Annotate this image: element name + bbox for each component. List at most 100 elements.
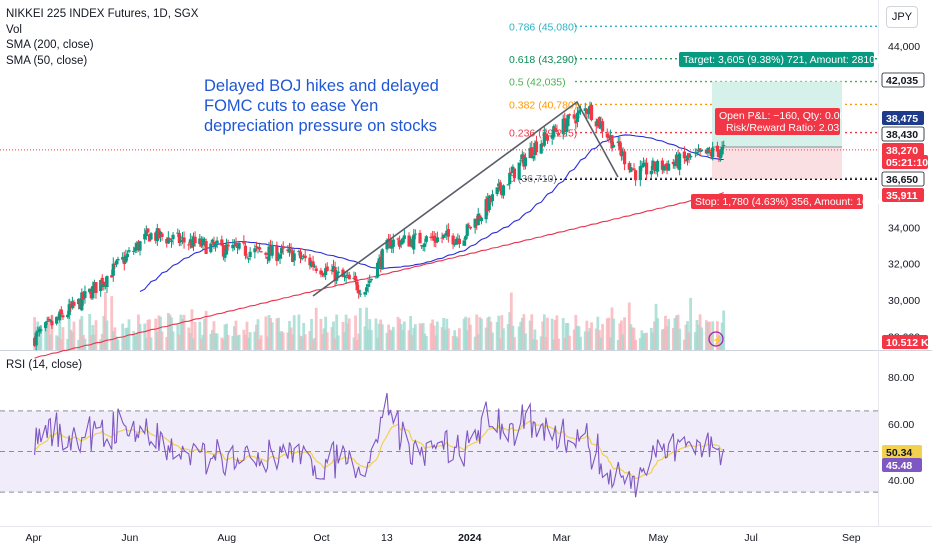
candle-body — [116, 258, 120, 261]
volume-bar — [675, 315, 678, 350]
volume-bar — [280, 331, 284, 350]
volume-bar — [37, 330, 41, 350]
volume-bar — [642, 333, 645, 350]
volume-bar — [697, 324, 700, 350]
volume-bar — [343, 332, 346, 350]
volume-bar — [413, 324, 417, 350]
volume-bar — [616, 339, 620, 350]
candle-body — [605, 133, 609, 138]
volume-bar — [486, 317, 490, 350]
volume-bar — [314, 307, 318, 350]
candle-body — [715, 145, 719, 152]
volume-bar — [170, 317, 173, 350]
volume-bar — [443, 329, 447, 350]
volume-bar — [709, 332, 713, 350]
candle-body — [248, 251, 252, 257]
volume-bar — [454, 336, 458, 350]
candle-body — [246, 258, 251, 260]
volume-bar — [259, 335, 263, 350]
pnl-box — [715, 108, 840, 135]
candle-body — [512, 168, 517, 179]
time-tick: Mar — [552, 532, 571, 544]
volume-bar — [126, 327, 129, 350]
candle-body — [564, 124, 568, 133]
candle-body — [171, 234, 175, 240]
volume-bar — [476, 334, 480, 350]
volume-legend[interactable]: Vol — [6, 23, 22, 36]
volume-bar — [478, 317, 482, 350]
volume-bar — [673, 318, 677, 350]
volume-bar — [500, 315, 504, 350]
volume-bar — [102, 315, 106, 350]
candle-body — [59, 309, 63, 315]
candle-body — [88, 288, 92, 293]
candle-body — [168, 238, 172, 241]
volume-bar — [686, 321, 689, 350]
volume-series — [33, 292, 726, 350]
volume-bar — [671, 327, 675, 350]
volume-bar — [199, 338, 203, 350]
volume-bar — [201, 334, 205, 350]
volume-bar — [88, 314, 92, 350]
candle-body — [539, 143, 543, 154]
volume-bar — [509, 292, 513, 350]
volume-bar — [533, 329, 537, 350]
candle-body — [91, 285, 95, 299]
chart-annotation[interactable]: Delayed BOJ hikes and delayed FOMC cuts … — [204, 76, 474, 136]
chart-legend: NIKKEI 225 INDEX Futures, 1D, SGX Vol SM… — [6, 7, 198, 69]
candle-body — [446, 229, 450, 237]
volume-bar — [70, 332, 74, 350]
annotation-line-3: depreciation pressure on stocks — [204, 117, 437, 135]
volume-bar — [561, 318, 565, 350]
volume-bar — [564, 323, 568, 350]
volume-bar — [292, 315, 296, 350]
alert-icon — [708, 331, 724, 347]
candle-body — [366, 284, 370, 287]
volume-bar — [242, 329, 246, 350]
volume-bar — [719, 336, 722, 350]
time-tick: Apr — [25, 532, 42, 544]
currency-button[interactable]: JPY — [886, 6, 918, 28]
volume-bar — [535, 339, 538, 350]
volume-bar — [256, 319, 260, 350]
candle-body — [478, 215, 482, 219]
candle-body — [413, 233, 417, 235]
volume-bar — [132, 331, 136, 350]
volume-bar — [104, 292, 107, 350]
candle-body — [61, 315, 65, 318]
volume-bar — [464, 316, 468, 350]
candle-body — [649, 170, 653, 175]
volume-bar — [660, 329, 664, 350]
candle-body — [402, 235, 406, 240]
trend-drawing — [312, 100, 619, 297]
candle-body — [479, 217, 484, 222]
candle-body — [689, 155, 693, 158]
volume-bar — [221, 339, 225, 350]
volume-bar — [99, 339, 103, 350]
volume-bar — [665, 326, 669, 350]
volume-bar — [555, 315, 559, 350]
rsi-legend[interactable]: RSI (14, close) — [6, 359, 83, 371]
candle-body — [182, 237, 186, 243]
candle-body — [667, 163, 671, 171]
candle-body — [506, 184, 510, 186]
sma50-legend[interactable]: SMA (50, close) — [6, 54, 88, 67]
volume-bar — [286, 332, 290, 350]
candle-body — [179, 239, 183, 243]
volume-bar — [552, 339, 556, 350]
volume-bar — [643, 333, 647, 350]
volume-bar — [270, 322, 274, 350]
symbol-title[interactable]: NIKKEI 225 INDEX Futures, 1D, SGX — [6, 8, 199, 20]
candle-body — [501, 185, 506, 196]
candle-body — [34, 332, 38, 346]
volume-bar — [92, 334, 96, 350]
candle-body — [495, 187, 499, 195]
volume-bar — [335, 314, 339, 350]
volume-bar — [528, 320, 532, 350]
candle-body — [442, 234, 446, 238]
candle-body — [289, 248, 293, 250]
volume-bar — [66, 338, 70, 350]
volume-bar — [69, 329, 73, 350]
sma200-legend[interactable]: SMA (200, close) — [6, 39, 94, 51]
